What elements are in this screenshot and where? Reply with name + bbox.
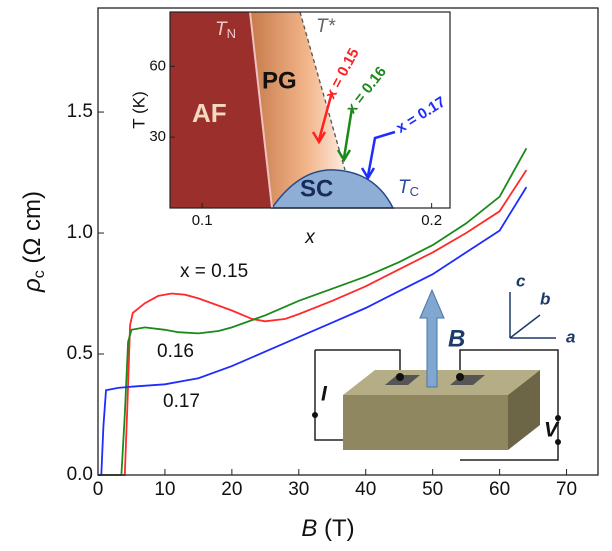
voltage-label: V [544, 419, 560, 442]
annotation: 0.17 [163, 391, 200, 412]
field-label: B [448, 325, 465, 352]
schematic: c b a B I V [312, 271, 575, 460]
inset: AF PG SC TN T* TC x = 0.15 x = 0.16 x = … [170, 12, 450, 208]
axis-name: a [566, 327, 575, 346]
y-tick-label: 0.5 [67, 343, 93, 364]
contact-dot [396, 373, 404, 381]
y-tick-label: 60 [149, 57, 166, 74]
y-tick-label: 0.0 [67, 464, 93, 485]
annotation: 0.16 [157, 341, 194, 362]
x-axis-label-part: B [301, 515, 317, 542]
x-tick-label: 60 [489, 479, 510, 500]
x-axis-label: x [304, 227, 316, 248]
region-label: SC [300, 175, 333, 202]
x-tick-label: 70 [556, 479, 577, 500]
y-axis-label: ρc (Ω cm) [19, 191, 48, 293]
x-tick-label: 40 [355, 479, 376, 500]
x-tick-label: 0.1 [192, 212, 213, 229]
x-tick-label: 10 [154, 479, 175, 500]
region-label: PG [262, 67, 297, 94]
contact-dot [456, 373, 464, 381]
region-label: AF [192, 98, 227, 128]
x-tick-label: 0.2 [421, 212, 442, 229]
axis-name: c [516, 271, 526, 290]
x-axis-label: B (T) [301, 515, 354, 542]
y-tick-label: 1.5 [67, 101, 93, 122]
axis-arrow [510, 315, 540, 338]
figure: 0102030405060700.00.51.01.5B (T)ρc (Ω cm… [0, 0, 612, 551]
axis-name: b [540, 289, 550, 308]
annotation: x = 0.15 [180, 261, 248, 282]
y-axis-label-part: ρ [19, 278, 46, 293]
terminal [312, 412, 318, 418]
crystal-front [343, 395, 508, 450]
y-axis-label-part: c [31, 270, 48, 278]
current-label: I [321, 383, 328, 406]
y-tick-label: 30 [149, 128, 166, 145]
y-tick-label: 1.0 [67, 222, 93, 243]
y-axis-label-part: (Ω cm) [19, 191, 46, 270]
crystal-top [343, 370, 540, 395]
x-tick-label: 30 [288, 479, 309, 500]
tstar-label: T* [316, 16, 336, 37]
x-tick-label: 20 [221, 479, 242, 500]
x-tick-label: 50 [422, 479, 443, 500]
x-tick-label: 0 [93, 479, 104, 500]
x-axis-label-part: (T) [317, 515, 354, 542]
y-axis-label: T (K) [129, 91, 148, 128]
